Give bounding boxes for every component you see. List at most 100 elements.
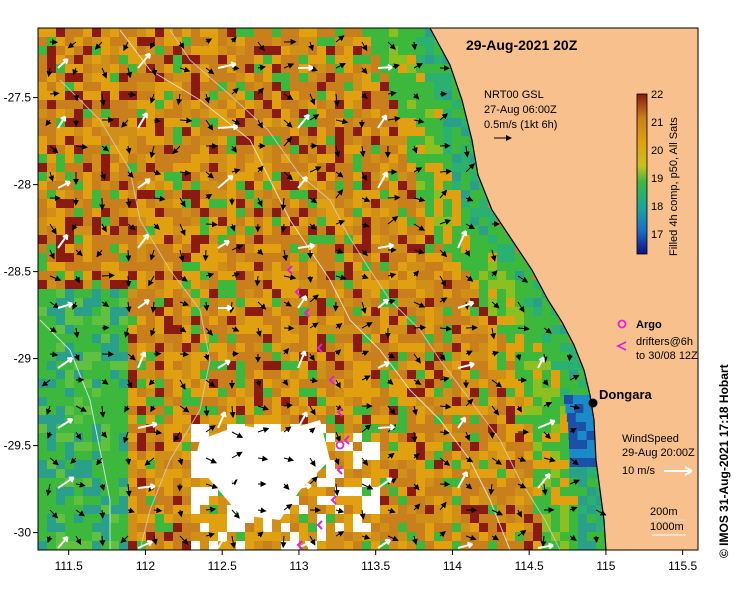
sst-cell <box>479 451 488 460</box>
sst-cell <box>209 415 218 424</box>
sst-cell <box>173 109 182 118</box>
sst-cell <box>200 172 209 181</box>
sst-cell <box>389 307 398 316</box>
sst-cell <box>65 28 74 37</box>
sst-cell <box>137 217 146 226</box>
sst-cell <box>470 217 479 226</box>
sst-cell <box>236 307 245 316</box>
sst-cell <box>389 523 398 532</box>
sst-cell <box>236 235 245 244</box>
sst-cell <box>155 163 164 172</box>
sst-cell <box>470 316 479 325</box>
sst-cell <box>398 73 407 82</box>
sst-cell <box>74 523 83 532</box>
sst-cell <box>209 46 218 55</box>
wind-arrow <box>57 302 73 309</box>
wind-arrow <box>217 359 231 369</box>
sst-cell <box>83 208 92 217</box>
depth-200-label: 200m <box>650 506 678 518</box>
sst-cell <box>128 325 137 334</box>
sst-cell <box>137 244 146 253</box>
sst-cell <box>56 532 65 541</box>
sst-cell <box>344 370 353 379</box>
x-tick-label: 114.5 <box>515 559 544 573</box>
sst-cell <box>326 82 335 91</box>
sst-cell <box>182 361 191 370</box>
sst-cell <box>92 37 101 46</box>
sst-cell <box>452 226 461 235</box>
sst-cell <box>461 289 470 298</box>
sst-cell <box>416 136 425 145</box>
sst-cell <box>587 541 596 550</box>
sst-cell <box>47 280 56 289</box>
sst-cell <box>398 217 407 226</box>
sst-cell <box>416 514 425 523</box>
sst-cell <box>290 406 299 415</box>
sst-cell <box>119 199 128 208</box>
sst-cell <box>128 298 137 307</box>
sst-cell <box>182 82 191 91</box>
sst-cell <box>461 424 470 433</box>
wind-arrowhead <box>219 536 226 543</box>
sst-cell <box>65 361 74 370</box>
sst-cell <box>524 370 533 379</box>
current-arrow <box>309 223 317 230</box>
sst-cell <box>470 397 479 406</box>
sst-cell <box>236 352 245 361</box>
sst-cell <box>398 163 407 172</box>
current-arrow <box>335 431 341 443</box>
sst-cell <box>443 91 452 100</box>
sst-cell <box>317 496 326 505</box>
sst-cell <box>299 280 308 289</box>
sst-cell <box>47 37 56 46</box>
sst-cell <box>452 406 461 415</box>
sst-cell <box>353 361 362 370</box>
sst-cell <box>398 253 407 262</box>
sst-cell <box>568 431 578 440</box>
sst-cell <box>191 262 200 271</box>
sst-cell <box>191 361 200 370</box>
sst-cell <box>155 406 164 415</box>
sst-cell <box>542 415 551 424</box>
sst-cell <box>425 91 434 100</box>
sst-cell <box>200 532 209 541</box>
sst-cell <box>119 181 128 190</box>
sst-cell <box>290 55 299 64</box>
sst-cell <box>551 514 560 523</box>
current-arrow <box>150 301 157 313</box>
current-arrow <box>173 431 181 442</box>
sst-cell <box>74 361 83 370</box>
sst-cell <box>56 397 65 406</box>
sst-cell <box>245 163 254 172</box>
sst-cell <box>479 361 488 370</box>
sst-cell <box>443 307 452 316</box>
sst-cell <box>47 541 56 550</box>
sst-cell <box>380 46 389 55</box>
sst-cell <box>209 118 218 127</box>
sst-cell <box>290 316 299 325</box>
sst-cell <box>254 28 263 37</box>
wind-arrowhead <box>227 174 234 181</box>
sst-cell <box>497 388 506 397</box>
sst-cell <box>119 532 128 541</box>
sst-cell <box>497 406 506 415</box>
wind-arrowhead <box>226 304 233 312</box>
colorbar-tick-21: 21 <box>651 117 663 129</box>
sst-cell <box>317 37 326 46</box>
sst-cell <box>434 100 443 109</box>
sst-cell <box>146 361 155 370</box>
sst-cell <box>92 118 101 127</box>
sst-cell <box>425 343 434 352</box>
current-arrow <box>543 327 552 334</box>
sst-cell <box>353 505 362 514</box>
sst-cell <box>389 190 398 199</box>
sst-cell <box>389 55 398 64</box>
sst-cell <box>173 298 182 307</box>
sst-cell <box>326 370 335 379</box>
sst-cell <box>407 415 416 424</box>
sst-cell <box>38 271 47 280</box>
sst-cell <box>560 334 569 343</box>
sst-cell <box>488 415 497 424</box>
sst-cell <box>506 442 515 451</box>
sst-cell <box>344 118 353 127</box>
